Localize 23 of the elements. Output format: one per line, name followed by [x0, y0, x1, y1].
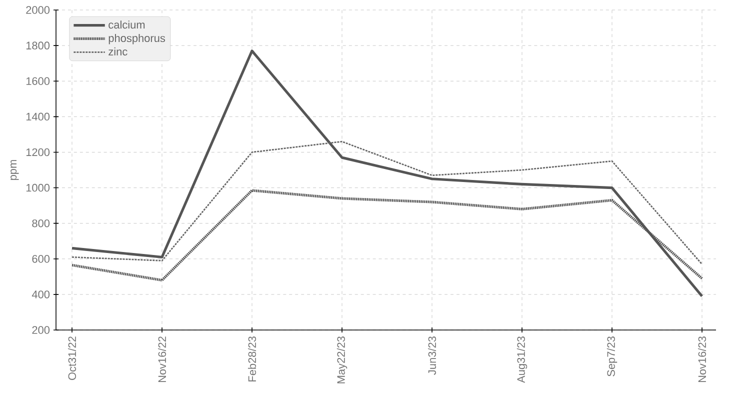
y-tick-label: 1800: [26, 42, 50, 50]
x-tick-label: Nov16/22: [158, 336, 166, 382]
y-tick-label: 800: [32, 219, 50, 228]
y-tick-label: 2000: [26, 6, 50, 14]
y-tick-label: 400: [32, 290, 50, 298]
line-series: [71, 140, 703, 265]
x-tick-label: Feb28/23: [248, 336, 256, 382]
legend-label: calcium: [108, 20, 145, 29]
y-axis-title: ppm: [10, 160, 19, 180]
x-tick-label: Jun3/23: [428, 336, 436, 375]
y-tick-label: 200: [32, 326, 50, 334]
x-tick-label: Nov16/23: [698, 336, 706, 382]
x-tick-label: May22/23: [336, 336, 348, 384]
y-tick-label: 600: [32, 255, 50, 263]
y-tick-label: 1600: [26, 77, 50, 85]
x-tick-label: Aug31/23: [516, 336, 528, 383]
x-tick-label: Oct31/22: [68, 336, 76, 380]
y-tick-label: 1000: [26, 184, 50, 192]
legend-label: zinc: [108, 47, 128, 56]
y-tick-label: 1400: [26, 112, 50, 121]
y-tick-label: 1200: [26, 148, 50, 156]
legend-label: phosphorus: [108, 34, 166, 44]
x-tick-label: Sep7/23: [606, 336, 618, 376]
